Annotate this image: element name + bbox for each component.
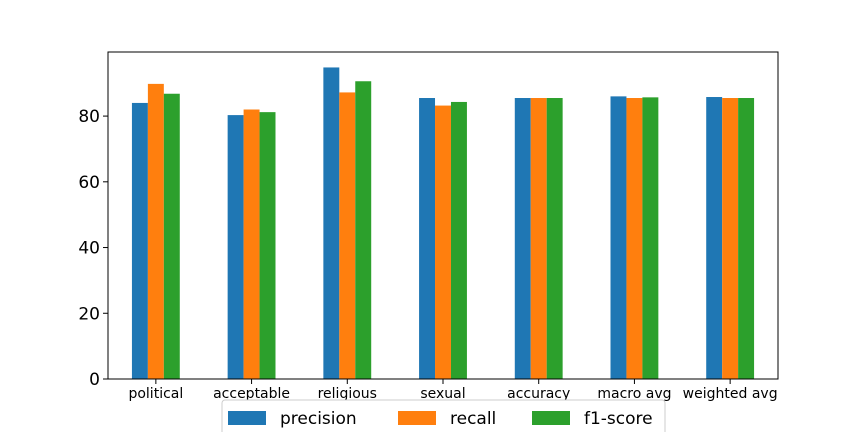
y-tick-label: 20 — [78, 304, 100, 324]
bar-f1-score-weighted-avg — [738, 98, 755, 379]
bar-f1-score-religious — [355, 81, 372, 379]
bar-f1-score-accuracy — [546, 98, 563, 379]
bar-recall-weighted-avg — [722, 98, 739, 379]
bars-layer — [131, 67, 755, 380]
bar-recall-religious — [339, 92, 356, 380]
x-tick-label: weighted avg — [683, 386, 778, 402]
bar-f1-score-macro-avg — [642, 97, 659, 379]
x-tick-label: accuracy — [507, 386, 570, 402]
y-axis: 0 20 40 60 80 — [78, 107, 108, 390]
x-tick-label: macro avg — [597, 386, 671, 402]
x-axis: political acceptable religious sexual accura… — [128, 379, 778, 402]
x-tick-label: sexual — [420, 386, 465, 402]
y-tick-label: 40 — [78, 239, 100, 259]
bar-precision-religious — [323, 67, 340, 379]
bar-f1-score-sexual — [450, 101, 467, 379]
bar-recall-accuracy — [530, 98, 547, 379]
bar-precision-weighted-avg — [706, 97, 723, 380]
legend-swatch-f1-score — [532, 411, 570, 425]
x-tick-label: political — [128, 386, 183, 402]
x-tick-label: acceptable — [213, 386, 290, 402]
legend-label-recall: recall — [450, 409, 496, 429]
x-tick-label: religious — [318, 386, 377, 402]
bar-precision-accuracy — [514, 98, 531, 379]
y-tick-label: 80 — [78, 107, 100, 127]
bar-recall-acceptable — [243, 109, 260, 379]
bar-recall-macro-avg — [626, 98, 643, 379]
legend-swatch-precision — [228, 411, 266, 425]
y-tick-label: 0 — [89, 370, 100, 390]
bar-precision-sexual — [419, 98, 436, 379]
bar-f1-score-political — [163, 93, 180, 380]
y-tick-label: 60 — [78, 173, 100, 193]
bar-recall-sexual — [435, 105, 451, 379]
bar-precision-acceptable — [227, 115, 244, 379]
legend-label-precision: precision — [280, 409, 357, 429]
legend: precision recall f1-score — [221, 399, 666, 432]
legend-label-f1-score: f1-score — [584, 409, 653, 429]
bar-precision-political — [131, 102, 148, 379]
bar-precision-macro-avg — [610, 96, 627, 380]
bar-recall-political — [147, 83, 164, 379]
legend-swatch-recall — [398, 411, 436, 425]
bar-f1-score-acceptable — [259, 112, 276, 379]
